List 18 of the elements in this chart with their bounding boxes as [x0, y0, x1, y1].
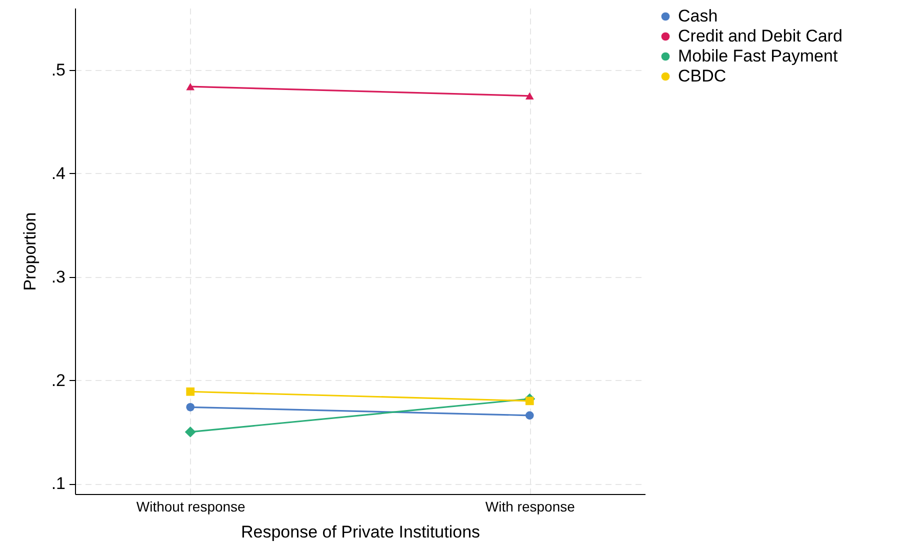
- legend-label: Cash: [678, 6, 718, 26]
- point: [525, 396, 534, 406]
- y-tick-label: .2: [51, 370, 66, 390]
- y-tick-label: .3: [51, 267, 66, 286]
- legend-label: CBDC: [678, 66, 726, 86]
- y-tick-label: .1: [51, 474, 66, 494]
- legend-label: Mobile Fast Payment: [678, 46, 838, 66]
- x-tick-label: With response: [485, 498, 576, 514]
- y-tick-label: .5: [51, 60, 66, 80]
- legend-label: Credit and Debit Card: [678, 26, 842, 46]
- x-tick-label: Without response: [136, 498, 246, 514]
- point: [186, 387, 195, 396]
- x-axis-title: Response of Private Institutions: [240, 522, 480, 542]
- point: [184, 426, 196, 438]
- point: [525, 411, 534, 420]
- point: [186, 402, 195, 412]
- y-axis-title: Proportion: [20, 212, 40, 291]
- y-tick-label: .4: [51, 164, 66, 183]
